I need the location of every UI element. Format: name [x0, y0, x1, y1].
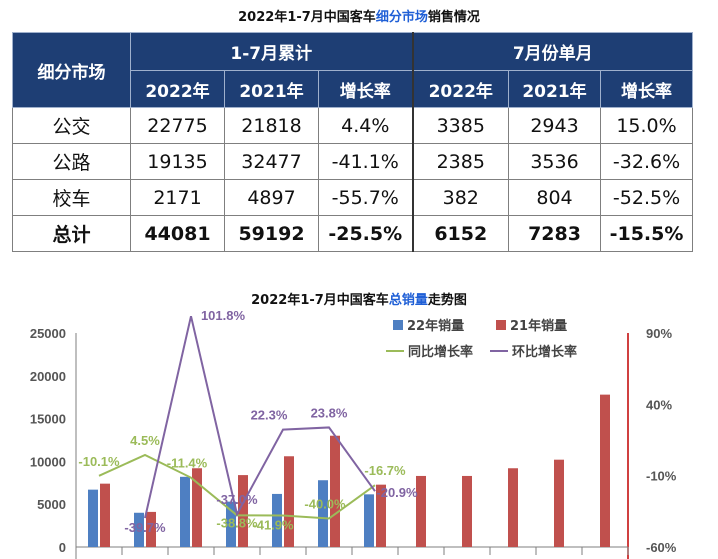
header-2022: 2022年 — [130, 70, 225, 108]
y-left-tick-label: 5000 — [37, 497, 66, 512]
header-2022: 2022年 — [411, 70, 510, 108]
bar-21 — [600, 394, 610, 547]
bar-22 — [364, 494, 374, 547]
cell: 6152 — [411, 215, 510, 252]
yoy-data-label: -11.4% — [167, 456, 208, 471]
sales-table: 细分市场 1-7月累计 7月份单月 2022年 2021年 增长率 2022年 … — [12, 32, 694, 252]
bar-22 — [134, 512, 144, 547]
row-label: 公路 — [12, 143, 131, 180]
cell: -55.7% — [317, 179, 414, 216]
y-left-tick-label: 0 — [59, 540, 66, 555]
bar-21 — [416, 475, 426, 547]
cell: 3536 — [508, 143, 602, 180]
header-growth: 增长率 — [600, 70, 694, 108]
legend-label: 21年销量 — [510, 318, 567, 334]
bar-21 — [146, 511, 156, 547]
cell: 4.4% — [317, 107, 414, 144]
yoy-data-label: 4.5% — [130, 433, 160, 448]
yoy-data-label: -40.0% — [304, 496, 346, 511]
cell: 59192 — [224, 215, 319, 252]
bar-22 — [88, 489, 98, 547]
cell: 2171 — [130, 179, 225, 216]
cell: 19135 — [130, 143, 225, 180]
cell: 4897 — [224, 179, 319, 216]
legend-swatch — [393, 320, 403, 330]
mom-line — [144, 315, 376, 519]
cell: -25.5% — [317, 215, 414, 252]
cell: 382 — [411, 179, 510, 216]
sales-trend-chart: 0 5000 10000 15000 20000 25000 -60% -10% 40% 90% -… — [30, 308, 677, 559]
y-right-tick-label: 90% — [646, 326, 672, 341]
yoy-data-label: -10.1% — [78, 454, 120, 469]
y-left-tick-label: 10000 — [30, 454, 66, 469]
bar-21 — [100, 483, 110, 547]
row-label: 校车 — [12, 179, 131, 216]
yoy-data-label: -41.9% — [252, 517, 294, 532]
cell: 2943 — [508, 107, 602, 144]
table-row: 公交 22775 21818 4.4% 3385 2943 15.0% — [12, 107, 694, 144]
legend-swatch — [496, 320, 506, 330]
cell: 22775 — [130, 107, 225, 144]
cell: -41.1% — [317, 143, 414, 180]
cell: 804 — [508, 179, 602, 216]
table-title: 2022年1-7月中国客车细分市场销售情况 — [238, 10, 480, 25]
row-label: 总计 — [12, 215, 131, 252]
y-left-tick-label: 25000 — [30, 326, 66, 341]
cell: 2385 — [411, 143, 510, 180]
chart-title: 2022年1-7月中国客车总销量走势图 — [251, 293, 467, 308]
cell: -15.5% — [600, 215, 694, 252]
legend-label: 22年销量 — [407, 318, 464, 334]
header-cumulative: 1-7月累计 — [129, 32, 414, 71]
legend-label: 环比增长率 — [512, 344, 577, 360]
cell: 44081 — [130, 215, 225, 252]
cell: 21818 — [224, 107, 319, 144]
cell: 32477 — [224, 143, 319, 180]
yoy-data-label: -38.8% — [216, 515, 258, 530]
mom-data-label: 101.8% — [201, 308, 246, 323]
bar-22 — [226, 501, 236, 547]
mom-data-label: 22.3% — [251, 408, 288, 423]
row-label: 公交 — [12, 107, 131, 144]
y-right-tick-label: 40% — [646, 397, 672, 412]
cell: 3385 — [411, 107, 510, 144]
header-2021: 2021年 — [224, 70, 319, 108]
table-row-total: 总计 44081 59192 -25.5% 6152 7283 -15.5% — [12, 215, 694, 252]
mom-data-label: -20.9% — [376, 485, 418, 500]
bar-22 — [318, 480, 328, 547]
y-right-tick-label: -60% — [646, 540, 677, 555]
bar-21 — [376, 484, 386, 547]
bar-21 — [238, 475, 248, 547]
y-left-tick-label: 20000 — [30, 369, 66, 384]
cell: 15.0% — [600, 107, 694, 144]
bar-22 — [272, 493, 282, 547]
cell: -32.6% — [600, 143, 694, 180]
bar-22 — [180, 476, 190, 547]
header-july: 7月份单月 — [411, 32, 694, 71]
cell: 7283 — [508, 215, 602, 252]
table-row: 校车 2171 4897 -55.7% 382 804 -52.5% — [12, 179, 694, 216]
header-2021: 2021年 — [508, 70, 602, 108]
bar-21 — [554, 459, 564, 547]
bar-21 — [462, 475, 472, 547]
bar-21 — [192, 468, 202, 547]
header-growth: 增长率 — [317, 70, 414, 108]
mom-data-label: -39.7% — [124, 520, 166, 535]
y-right-tick-label: -10% — [646, 469, 677, 484]
bar-21 — [284, 456, 294, 547]
legend-label: 同比增长率 — [408, 344, 473, 360]
yoy-data-label: -16.7% — [364, 463, 406, 478]
y-left-tick-label: 15000 — [30, 412, 66, 427]
cell: -52.5% — [600, 179, 694, 216]
mom-data-label: 23.8% — [311, 405, 348, 420]
bar-21 — [508, 468, 518, 547]
header-market: 细分市场 — [12, 32, 131, 108]
mom-data-label: -37.0% — [216, 492, 258, 507]
table-row: 公路 19135 32477 -41.1% 2385 3536 -32.6% — [12, 143, 694, 180]
bar-21 — [330, 435, 340, 547]
